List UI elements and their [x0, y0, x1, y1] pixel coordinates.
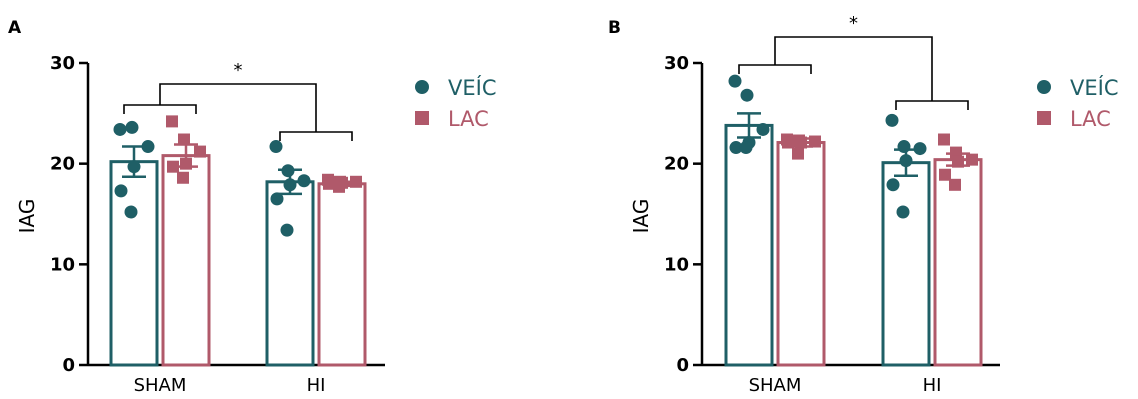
- panel-b-letter: B: [608, 18, 621, 38]
- panel-a-ylabel: IAG: [15, 199, 39, 234]
- a-data-point: [350, 175, 362, 188]
- a-data-point: [194, 145, 206, 158]
- b-data-point: [913, 142, 927, 156]
- b-data-point: [899, 154, 913, 168]
- panel-a-plot: 0 10 20 30 SHAM HI * VEÍC LAC: [50, 53, 497, 396]
- a-category-label: HI: [307, 375, 326, 396]
- b-legend-label: LAC: [1070, 107, 1111, 131]
- a-data-point: [333, 180, 345, 193]
- a-data-point: [323, 177, 335, 190]
- b-data-point: [756, 122, 770, 136]
- b-data-point: [886, 178, 900, 192]
- a-bar: [265, 180, 315, 367]
- b-data-point: [950, 146, 962, 159]
- a-legend-label: LAC: [448, 107, 489, 131]
- a-legend-label: VEÍC: [448, 75, 497, 100]
- a-data-point: [167, 160, 179, 173]
- a-y-tick-label: 10: [50, 254, 75, 275]
- a-data-point: [270, 192, 284, 206]
- a-category-label: SHAM: [134, 375, 187, 396]
- a-significance-star: *: [234, 60, 243, 81]
- b-legend-marker-circle: [1037, 80, 1051, 94]
- b-data-point: [782, 136, 794, 149]
- b-data-point: [952, 155, 964, 168]
- b-y-tick-label: 30: [664, 53, 689, 74]
- a-data-point: [113, 122, 127, 136]
- a-y-tick-label: 30: [50, 53, 75, 74]
- b-group-bracket: [738, 64, 812, 74]
- b-data-point: [792, 147, 804, 160]
- b-data-point: [739, 141, 753, 155]
- b-group-bracket: [895, 100, 969, 110]
- b-y-tick-label: 0: [676, 355, 689, 376]
- b-significance-bracket: [774, 36, 933, 101]
- b-data-point: [938, 133, 950, 146]
- b-bar: [881, 161, 931, 367]
- a-data-point: [178, 133, 190, 146]
- a-data-point: [125, 120, 139, 134]
- a-bar: [161, 154, 211, 367]
- a-data-point: [269, 140, 283, 154]
- a-bar: [317, 182, 367, 367]
- panel-a-letter: A: [8, 18, 22, 38]
- b-data-point: [740, 88, 754, 102]
- b-legend-marker-square: [1037, 111, 1051, 125]
- a-data-point: [141, 140, 155, 154]
- b-y-tick-label: 10: [664, 254, 689, 275]
- b-bar: [724, 123, 774, 367]
- panel-b-ylabel: IAG: [629, 199, 653, 234]
- a-group-bracket: [279, 131, 353, 141]
- a-data-point: [114, 184, 128, 198]
- b-legend-label: VEÍC: [1070, 75, 1119, 100]
- b-data-point: [795, 136, 807, 149]
- b-data-point: [939, 168, 951, 181]
- panel-b-plot: 0 10 20 30 SHAM HI * VEÍC LAC: [664, 13, 1119, 396]
- b-significance-star: *: [849, 13, 858, 34]
- b-data-point: [966, 153, 978, 166]
- a-group-bracket: [123, 104, 197, 114]
- a-legend-marker-circle: [415, 80, 429, 94]
- b-data-point: [729, 141, 743, 155]
- a-data-point: [166, 115, 178, 128]
- a-legend-marker-square: [415, 111, 429, 125]
- b-data-point: [949, 178, 961, 191]
- b-category-label: SHAM: [749, 375, 802, 396]
- a-data-point: [281, 164, 295, 178]
- b-data-point: [896, 205, 910, 219]
- a-data-point: [180, 157, 192, 170]
- a-data-point: [124, 205, 138, 219]
- b-category-label: HI: [923, 375, 942, 396]
- a-y-tick-label: 20: [50, 154, 75, 175]
- a-y-tick-label: 0: [62, 355, 75, 376]
- a-data-point: [283, 178, 297, 192]
- b-data-point: [809, 135, 821, 148]
- b-data-point: [728, 74, 742, 88]
- a-data-point: [177, 171, 189, 184]
- a-significance-bracket: [159, 83, 317, 132]
- a-data-point: [280, 223, 294, 237]
- b-data-point: [885, 113, 899, 127]
- b-data-point: [897, 140, 911, 154]
- b-y-tick-label: 20: [664, 154, 689, 175]
- a-data-point: [127, 160, 141, 174]
- a-data-point: [297, 174, 311, 188]
- b-bar: [776, 141, 826, 367]
